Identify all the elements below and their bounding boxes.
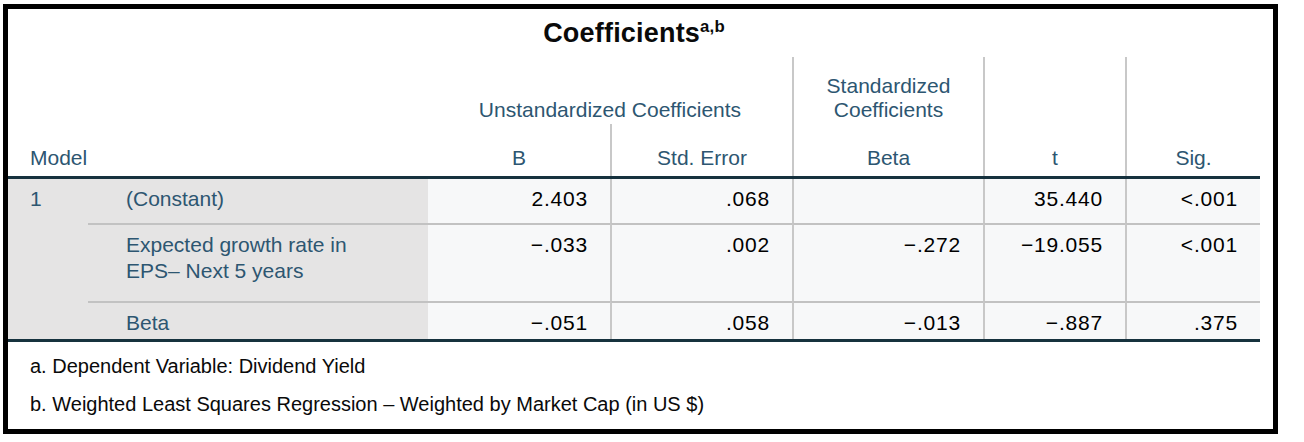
header-col-t: t [983,124,1125,176]
header-model: Model [8,124,428,176]
header-col-b: B [428,124,610,176]
footnote-b: b. Weighted Least Squares Regression – W… [30,393,1260,416]
model-number-cell: 1 [8,179,88,223]
model-number-cell-spacer [8,301,88,339]
cell-sig: <.001 [1125,223,1260,301]
cell-t: −19.055 [983,223,1125,301]
table-body: 1 (Constant) 2.403 .068 35.440 <.001 Exp… [8,179,1260,342]
cell-sig: .375 [1125,301,1260,339]
table-title-text: Coefficients [543,18,700,48]
cell-b: −.033 [428,223,610,301]
header-group-unstandardized: Unstandardized Coefficients [428,57,792,124]
cell-t: −.887 [983,301,1125,339]
cell-beta: −.272 [792,223,983,301]
footnote-a: a. Dependent Variable: Dividend Yield [30,355,1260,378]
header-col-beta: Beta [792,124,983,176]
cell-beta [792,179,983,223]
header-spacer-sig [1125,57,1260,124]
model-number-cell-spacer [8,223,88,301]
header-col-sig: Sig. [1125,124,1260,176]
table-footnotes: a. Dependent Variable: Dividend Yield b.… [8,342,1260,416]
cell-std-error: .068 [610,179,792,223]
table-header: Model Unstandardized Coefficients Standa… [8,57,1260,179]
cell-t: 35.440 [983,179,1125,223]
row-label: Beta [88,301,428,339]
cell-std-error: .002 [610,223,792,301]
cell-std-error: .058 [610,301,792,339]
row-label: Expected growth rate in EPS– Next 5 year… [88,223,428,301]
table-title-footnote-marks: a,b [700,17,725,36]
cell-b: −.051 [428,301,610,339]
table-title: Coefficientsa,b [543,17,725,49]
coefficients-table: Coefficientsa,b Model Unstandardized Coe… [8,9,1260,431]
row-label: (Constant) [88,179,428,223]
header-spacer-t [983,57,1125,124]
cell-beta: −.013 [792,301,983,339]
cell-sig: <.001 [1125,179,1260,223]
header-col-std-error: Std. Error [610,124,792,176]
header-group-standardized: Standardized Coefficients [792,57,983,124]
cell-b: 2.403 [428,179,610,223]
table-title-row: Coefficientsa,b [8,9,1260,57]
coefficients-table-frame: Coefficientsa,b Model Unstandardized Coe… [3,4,1278,434]
